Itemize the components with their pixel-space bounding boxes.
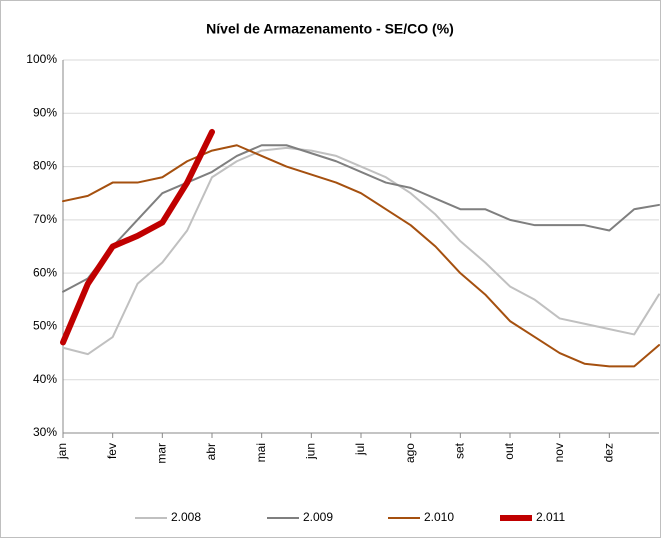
y-tick-label: 70% [33,212,57,226]
x-tick-label: out [502,442,516,459]
y-tick-label: 90% [33,105,57,119]
legend-label: 2.011 [536,510,565,524]
x-tick-label: ago [403,443,417,463]
legend-label: 2.008 [171,510,201,524]
y-tick-label: 60% [33,265,57,279]
series-line [62,146,660,356]
y-tick-label: 30% [33,425,57,439]
series-line [60,128,215,346]
legend-label: 2.009 [303,510,333,524]
y-tick-label: 50% [33,319,57,333]
series-line [62,144,660,293]
legend-label: 2.010 [424,510,454,524]
x-tick-label: mai [254,443,268,462]
y-tick-label: 40% [33,372,57,386]
chart-title: Nível de Armazenamento - SE/CO (%) [206,21,454,37]
x-tick-label: fev [105,443,119,459]
y-tick-label: 80% [33,159,57,173]
x-tick-label: abr [204,443,218,460]
x-tick-label: dez [602,443,616,462]
x-tick-label: set [453,442,467,459]
series-line [62,144,660,368]
x-tick-label: jun [304,443,318,460]
y-tick-label: 100% [26,52,57,66]
x-tick-label: mar [155,443,169,464]
x-tick-label: nov [552,443,566,462]
x-tick-label: jul [353,443,367,456]
x-tick-label: jan [55,443,69,460]
